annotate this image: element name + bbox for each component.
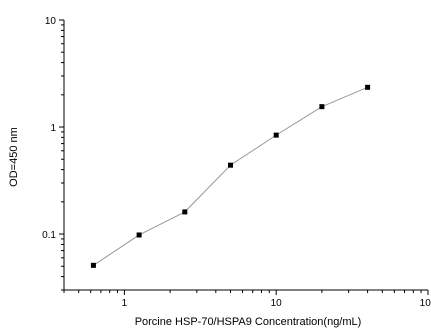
y-tick-label: 0.1 <box>42 230 56 241</box>
data-point <box>228 162 234 168</box>
data-point <box>90 262 96 268</box>
data-point <box>273 132 279 138</box>
x-tick-label: 1 <box>122 298 128 309</box>
x-axis-label: Porcine HSP-70/HSPA9 Concentration(ng/mL… <box>135 316 362 328</box>
data-point <box>136 232 142 238</box>
data-point <box>182 209 188 215</box>
data-point <box>365 84 371 90</box>
data-point <box>319 104 325 110</box>
x-tick-label: 100 <box>420 298 431 309</box>
y-tick-label: 1 <box>50 123 56 134</box>
y-tick-label: 10 <box>45 16 57 27</box>
y-axis-label: OD=450 nm <box>8 127 20 187</box>
x-tick-label: 10 <box>271 298 283 309</box>
